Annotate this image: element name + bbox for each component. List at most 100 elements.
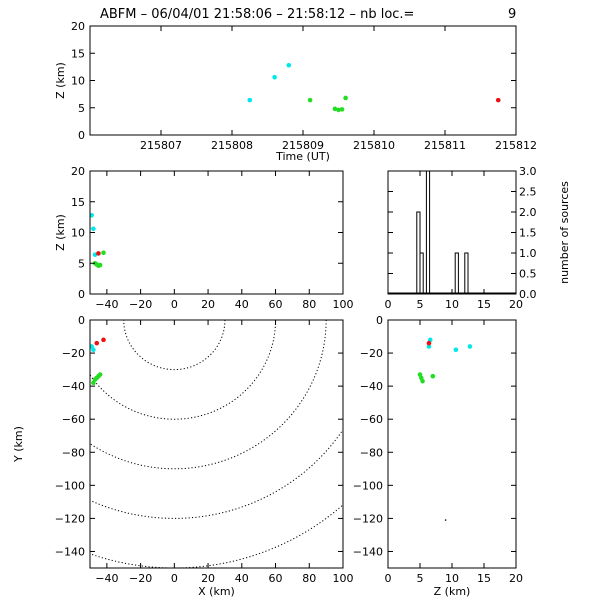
y-tick-label: 15 [71,196,85,209]
x-y-map-points [90,337,106,386]
x-tick-label: 215810 [353,139,395,152]
x-tick-label: 0 [171,298,178,311]
y-tick-label: −80 [62,446,85,459]
x-altitude-frame [89,170,344,295]
x-tick-label: 60 [269,298,283,311]
y-tick-label: −120 [55,512,85,525]
y-axis-label: Z (km) [54,62,67,99]
source-count: 9 [508,7,516,22]
data-point [343,95,348,101]
range-ring [123,320,226,371]
range-ring [90,320,277,420]
data-point [91,226,96,232]
y-tick-label: 15 [71,47,85,60]
data-point [97,372,103,377]
x-tick-label: 20 [509,298,523,311]
y-axis-label: Z (km) [54,214,67,251]
x-axis-label: Z (km) [434,585,471,598]
data-point [101,337,106,343]
histogram-bar [454,252,459,295]
histogram-bars [388,170,516,295]
x-tick-label: 100 [333,572,354,585]
time-altitude-frame [89,25,517,136]
data-point [426,344,432,349]
x-y-map-panel: −40 −20 0 20 40 60 80 100−140−120−100−80−60−40−… [12,314,354,598]
data-point [467,344,473,349]
data-point [101,250,106,256]
x-tick-label: −20 [129,298,152,311]
x-tick-label: 5 [417,572,424,585]
x-tick-label: 215809 [282,139,324,152]
y-tick-label: 0 [376,314,383,327]
x-tick-label: 0 [171,572,178,585]
y-tick-label: −60 [360,413,383,426]
data-point [272,74,277,80]
x-tick-label: 20 [201,572,215,585]
data-point [94,340,100,346]
y-tick-label: −140 [55,545,85,558]
y-tick-label: 20 [71,165,85,178]
x-tick-label: 10 [445,572,459,585]
y-tick-label: 1.5 [519,227,537,240]
altitude-histogram-frame [387,170,517,295]
x-y-map-frame [89,319,344,569]
y-tick-label: −40 [360,380,383,393]
x-tick-label: 40 [235,298,249,311]
x-tick-label: 0 [385,572,392,585]
x-tick-label: 5 [417,298,424,311]
data-point [307,97,313,103]
x-tick-label: 40 [235,572,249,585]
y-tick-label: −60 [62,413,85,426]
x-axis-label: X (km) [198,585,235,598]
x-tick-label: 20 [509,572,523,585]
y-tick-label: 0 [78,129,85,142]
y-tick-label: −100 [353,479,383,492]
x-tick-label: 215811 [424,139,466,152]
y-tick-label: 2.5 [519,186,537,199]
altitude-y-panel: 0 5 10 15 20 −140 −120 −100 −80 −60 −40 −20 0 Z (km) [353,314,523,598]
y-tick-label: 1.0 [519,247,537,260]
x-tick-label: 0 [385,298,392,311]
y-tick-label: 20 [71,20,85,33]
data-point [332,106,338,112]
y-tick-label: 10 [71,75,85,88]
y-tick-label: −100 [55,479,85,492]
data-point [247,97,253,103]
y-axis-label: number of sources [558,181,571,284]
x-axis-label: Time (UT) [275,150,330,163]
data-point [336,107,341,113]
histogram-bar [419,252,424,295]
range-rings [90,320,343,568]
x-tick-label: 60 [269,572,283,585]
x-tick-label: 15 [477,298,491,311]
y-tick-label: 0 [78,314,85,327]
x-altitude-points [90,212,106,269]
y-tick-label: −20 [360,347,383,360]
time-altitude-points [247,62,501,113]
x-tick-label: 100 [333,298,354,311]
data-point [495,97,501,103]
data-point [430,373,436,379]
x-tick-label: 80 [302,298,316,311]
y-tick-label: −40 [62,380,85,393]
x-tick-label: −20 [129,572,152,585]
y-tick-label: 0.0 [519,288,537,301]
data-point [286,62,292,68]
y-tick-label: 5 [78,102,85,115]
altitude-y-frame [387,319,517,569]
data-point [444,519,447,521]
y-tick-label: 3.0 [519,165,537,178]
x-tick-label: 215807 [140,139,182,152]
y-tick-label: −140 [353,545,383,558]
y-tick-label: −120 [353,512,383,525]
x-tick-label: 10 [445,298,459,311]
x-tick-label: −40 [95,572,118,585]
x-tick-label: 215808 [211,139,253,152]
data-point [97,262,103,268]
x-altitude-panel: −40 −20 0 20 40 60 80 100 0 5 10 15 20 Z (km) [54,165,354,311]
panels: 215807 215808 215809 215810 215811 215812 0 5 10… [12,20,571,598]
data-point [426,340,432,346]
y-tick-label: 2.0 [519,206,537,219]
data-point [96,251,101,256]
